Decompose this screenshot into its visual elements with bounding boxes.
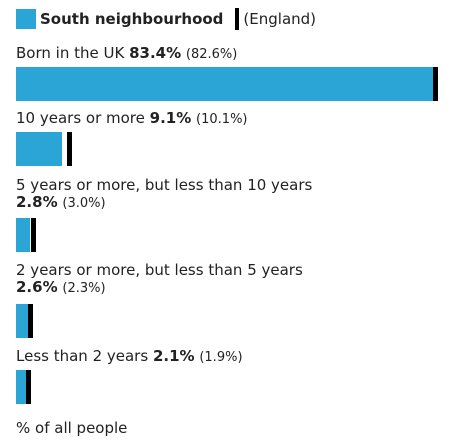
legend: South neighbourhood (England) xyxy=(16,8,316,30)
data-label: 2.1% xyxy=(152,347,195,365)
category-label: 10 years or more 9.1% (10.1%) xyxy=(16,110,248,128)
axis-label: % of all people xyxy=(16,419,128,437)
comparison-marker xyxy=(31,218,37,252)
comparison-marker xyxy=(66,132,72,166)
category-label: 2 years or more, but less than 5 years 2.… xyxy=(16,262,303,297)
comparison-marker xyxy=(25,370,31,404)
category-label: 5 years or more, but less than 10 years 2… xyxy=(16,177,312,212)
comparison-label: (3.0%) xyxy=(62,196,106,211)
data-label: 2.8% xyxy=(16,193,58,211)
category-name: 10 years or more xyxy=(16,109,145,127)
comparison-label: (82.6%) xyxy=(185,47,238,62)
data-label: 83.4% xyxy=(129,44,182,62)
legend-comparison-marker xyxy=(235,8,240,30)
bar xyxy=(16,67,437,101)
comparison-marker xyxy=(432,67,438,101)
legend-swatch-area xyxy=(16,9,36,29)
category-label: Less than 2 years 2.1% (1.9%) xyxy=(16,348,243,366)
category-name: 2 years or more, but less than 5 years xyxy=(16,261,303,279)
bar xyxy=(16,132,62,166)
comparison-label: (10.1%) xyxy=(196,112,248,127)
category-name: Less than 2 years xyxy=(16,347,149,365)
category-name: 5 years or more, but less than 10 years xyxy=(16,176,313,194)
comparison-marker xyxy=(27,304,33,338)
bar xyxy=(16,304,30,338)
comparison-label: (2.3%) xyxy=(62,281,106,296)
legend-area-name: South neighbourhood xyxy=(40,10,224,28)
category-label: Born in the UK 83.4% (82.6%) xyxy=(16,45,237,63)
category-name: Born in the UK xyxy=(16,44,125,62)
data-label: 9.1% xyxy=(149,109,192,127)
bar xyxy=(16,218,31,252)
comparison-label: (1.9%) xyxy=(199,350,243,365)
legend-comparison-name: (England) xyxy=(243,10,317,28)
data-label: 2.6% xyxy=(16,278,58,296)
bar xyxy=(16,370,27,404)
